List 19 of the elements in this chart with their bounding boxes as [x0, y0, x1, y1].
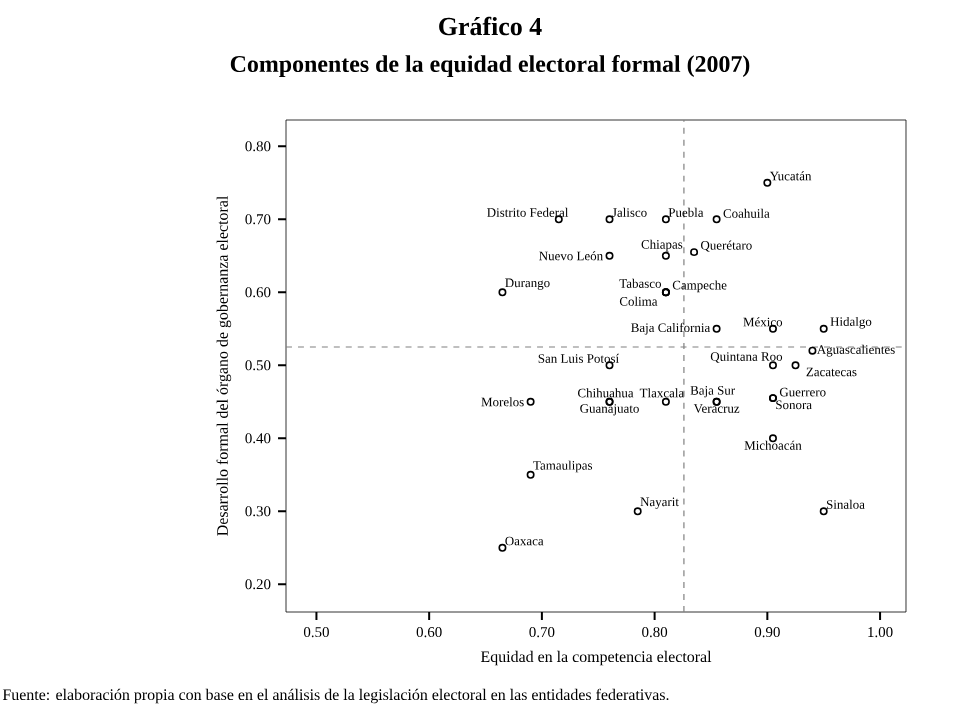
point: [605, 215, 614, 224]
chart-title: Gráfico 4: [439, 16, 542, 36]
point: [808, 346, 817, 355]
point: [605, 251, 614, 260]
point: [712, 215, 721, 224]
chart-subtitle: Componentes de la equidad electoral formal (2007): [230, 55, 750, 77]
point: [526, 470, 535, 479]
point: [791, 361, 800, 370]
point: [690, 248, 699, 257]
point: [498, 288, 507, 297]
point: [712, 324, 721, 333]
point: [819, 507, 828, 516]
point: [819, 324, 828, 333]
point: [763, 178, 772, 187]
point: [661, 215, 670, 224]
point: [768, 361, 777, 370]
point: [498, 543, 507, 552]
point: [526, 397, 535, 406]
point: [633, 507, 642, 516]
